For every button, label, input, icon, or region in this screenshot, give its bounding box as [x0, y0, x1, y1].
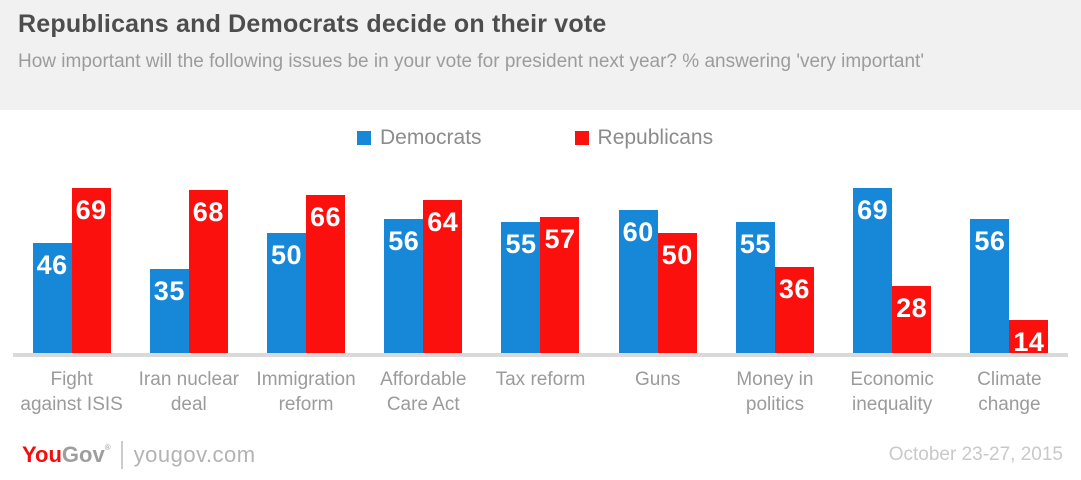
- category-label: Economic inequality: [850, 369, 934, 415]
- bar-value-label: 64: [427, 207, 459, 237]
- legend-item-republicans: Republicans: [574, 126, 714, 150]
- bar-value-label: 50: [271, 240, 303, 270]
- bar-value-label: 28: [896, 293, 928, 323]
- bar-value-label: 56: [388, 226, 420, 256]
- category-label: Fight against ISIS: [20, 369, 123, 415]
- bar-republicans: 36: [774, 267, 814, 353]
- logo-separator: [120, 441, 123, 469]
- bar-democrats: 56: [384, 219, 424, 353]
- bar-democrats: 55: [501, 222, 541, 353]
- bar-democrats: 55: [735, 222, 775, 353]
- bar-group: 56 64: [365, 170, 482, 353]
- category-axis: Fight against ISIS Iran nuclear deal Immigra…: [13, 367, 1068, 417]
- category-label: Immigration reform: [256, 369, 356, 415]
- bar-value-label: 50: [661, 240, 693, 270]
- bar-republicans: 64: [423, 200, 463, 353]
- category-label: Guns: [634, 369, 681, 390]
- bar-republicans: 68: [188, 190, 228, 353]
- bar-group: 60 50: [599, 170, 716, 353]
- bar-value-label: 66: [310, 202, 342, 232]
- bar-value-label: 55: [505, 229, 537, 259]
- republicans-swatch-icon: [574, 131, 589, 145]
- legend-label-democrats: Democrats: [380, 126, 482, 149]
- democrats-swatch-icon: [357, 131, 371, 145]
- chart-title: Republicans and Democrats decide on thei…: [18, 10, 607, 38]
- bar-chart-plot: 46 69 35 68 50 66 56 64 55 57 60 50 55 36 69 28 56 14: [13, 170, 1068, 357]
- bar-group: 56 14: [951, 170, 1068, 357]
- registered-mark-icon: ®: [104, 442, 111, 452]
- bar-republicans: 69: [71, 188, 111, 353]
- bar-democrats: 69: [853, 188, 893, 353]
- bar-value-label: 35: [153, 276, 185, 306]
- category-label: Affordable Care Act: [380, 369, 467, 415]
- bar-republicans: 50: [657, 233, 697, 353]
- logo-site-text: yougov.com: [133, 442, 256, 467]
- x-axis-baseline: [13, 353, 1068, 357]
- bar-democrats: 60: [618, 210, 658, 353]
- bar-group: 69 28: [834, 170, 951, 353]
- bar-value-label: 55: [739, 229, 771, 259]
- bar-republicans: 28: [892, 286, 932, 353]
- category-label: Money in politics: [736, 369, 814, 415]
- chart-header: Republicans and Democrats decide on thei…: [0, 0, 1081, 110]
- chart-subtitle: How important will the following issues …: [18, 51, 924, 72]
- bar-republicans: 14: [1009, 320, 1049, 357]
- legend-item-democrats: Democrats: [357, 126, 482, 150]
- bar-value-label: 69: [857, 195, 889, 225]
- bar-democrats: 46: [32, 243, 72, 353]
- bar-democrats: 50: [267, 233, 307, 353]
- bar-group: 55 57: [482, 170, 599, 353]
- bar-value-label: 57: [544, 224, 576, 254]
- bar-value-label: 56: [974, 226, 1006, 256]
- category-label: Climate change: [977, 369, 1042, 415]
- survey-date: October 23-27, 2015: [888, 444, 1063, 465]
- bar-value-label: 69: [75, 195, 107, 225]
- bar-group: 46 69: [13, 170, 130, 353]
- legend-label-republicans: Republicans: [597, 126, 714, 149]
- bar-value-label: 68: [192, 197, 224, 227]
- yougov-logo: You Gov ® yougov.com: [22, 441, 256, 469]
- category-label: Tax reform: [495, 369, 586, 390]
- bar-group: 50 66: [247, 170, 364, 353]
- bar-democrats: 56: [970, 219, 1010, 353]
- bar-democrats: 35: [149, 269, 189, 353]
- legend: Democrats Republicans: [357, 126, 713, 150]
- bar-group: 55 36: [716, 170, 833, 353]
- bar-value-label: 60: [622, 217, 654, 247]
- bar-group: 35 68: [130, 170, 247, 353]
- bar-value-label: 36: [778, 274, 810, 304]
- logo-gov-text: Gov: [61, 442, 105, 467]
- logo-you-text: You: [22, 442, 62, 467]
- bar-republicans: 66: [306, 195, 346, 353]
- bar-value-label: 46: [36, 250, 68, 280]
- bar-republicans: 57: [540, 217, 580, 353]
- category-label: Iran nuclear deal: [138, 369, 239, 415]
- bar-value-label: 14: [1013, 327, 1045, 357]
